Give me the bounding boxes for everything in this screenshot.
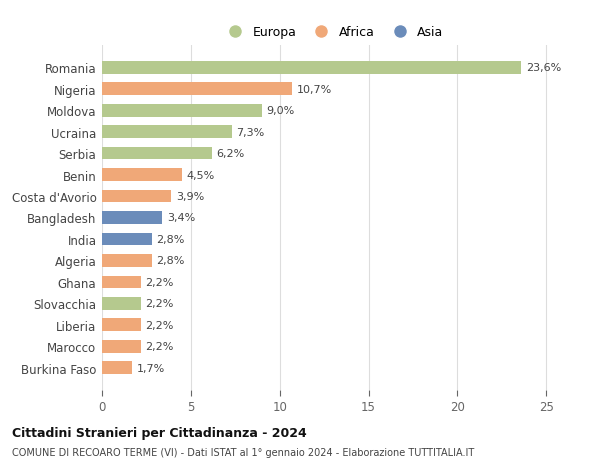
- Text: 7,3%: 7,3%: [236, 127, 265, 137]
- Text: 6,2%: 6,2%: [217, 149, 245, 159]
- Bar: [102, 126, 232, 139]
- Bar: [102, 254, 152, 267]
- Bar: [102, 276, 141, 289]
- Text: 1,7%: 1,7%: [137, 363, 165, 373]
- Bar: [102, 62, 521, 74]
- Text: 2,2%: 2,2%: [146, 341, 174, 352]
- Bar: [102, 83, 292, 96]
- Text: 2,8%: 2,8%: [156, 256, 185, 266]
- Bar: [102, 212, 163, 224]
- Text: 2,2%: 2,2%: [146, 277, 174, 287]
- Text: 3,9%: 3,9%: [176, 191, 204, 202]
- Text: 2,2%: 2,2%: [146, 299, 174, 309]
- Bar: [102, 233, 152, 246]
- Text: 9,0%: 9,0%: [266, 106, 295, 116]
- Text: 4,5%: 4,5%: [187, 170, 215, 180]
- Text: COMUNE DI RECOARO TERME (VI) - Dati ISTAT al 1° gennaio 2024 - Elaborazione TUTT: COMUNE DI RECOARO TERME (VI) - Dati ISTA…: [12, 448, 474, 458]
- Text: 10,7%: 10,7%: [296, 84, 332, 95]
- Bar: [102, 362, 132, 375]
- Text: 3,4%: 3,4%: [167, 213, 195, 223]
- Text: 2,2%: 2,2%: [146, 320, 174, 330]
- Bar: [102, 190, 172, 203]
- Text: 23,6%: 23,6%: [526, 63, 561, 73]
- Bar: [102, 340, 141, 353]
- Legend: Europa, Africa, Asia: Europa, Africa, Asia: [218, 21, 449, 44]
- Bar: [102, 104, 262, 118]
- Bar: [102, 297, 141, 310]
- Bar: [102, 169, 182, 182]
- Text: Cittadini Stranieri per Cittadinanza - 2024: Cittadini Stranieri per Cittadinanza - 2…: [12, 426, 307, 439]
- Bar: [102, 319, 141, 332]
- Bar: [102, 147, 212, 160]
- Text: 2,8%: 2,8%: [156, 235, 185, 245]
